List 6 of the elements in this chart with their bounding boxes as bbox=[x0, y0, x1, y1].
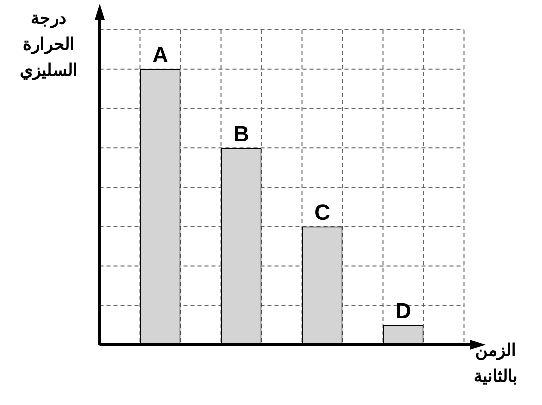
annotation: D bbox=[396, 298, 412, 324]
y-axis-title: درجة الحرارة السليزي bbox=[19, 8, 79, 82]
x-axis-title: الزمن بالثانية bbox=[473, 340, 519, 388]
annotation: C bbox=[314, 200, 331, 225]
annotation: B bbox=[234, 121, 250, 146]
text: A bbox=[152, 42, 169, 68]
